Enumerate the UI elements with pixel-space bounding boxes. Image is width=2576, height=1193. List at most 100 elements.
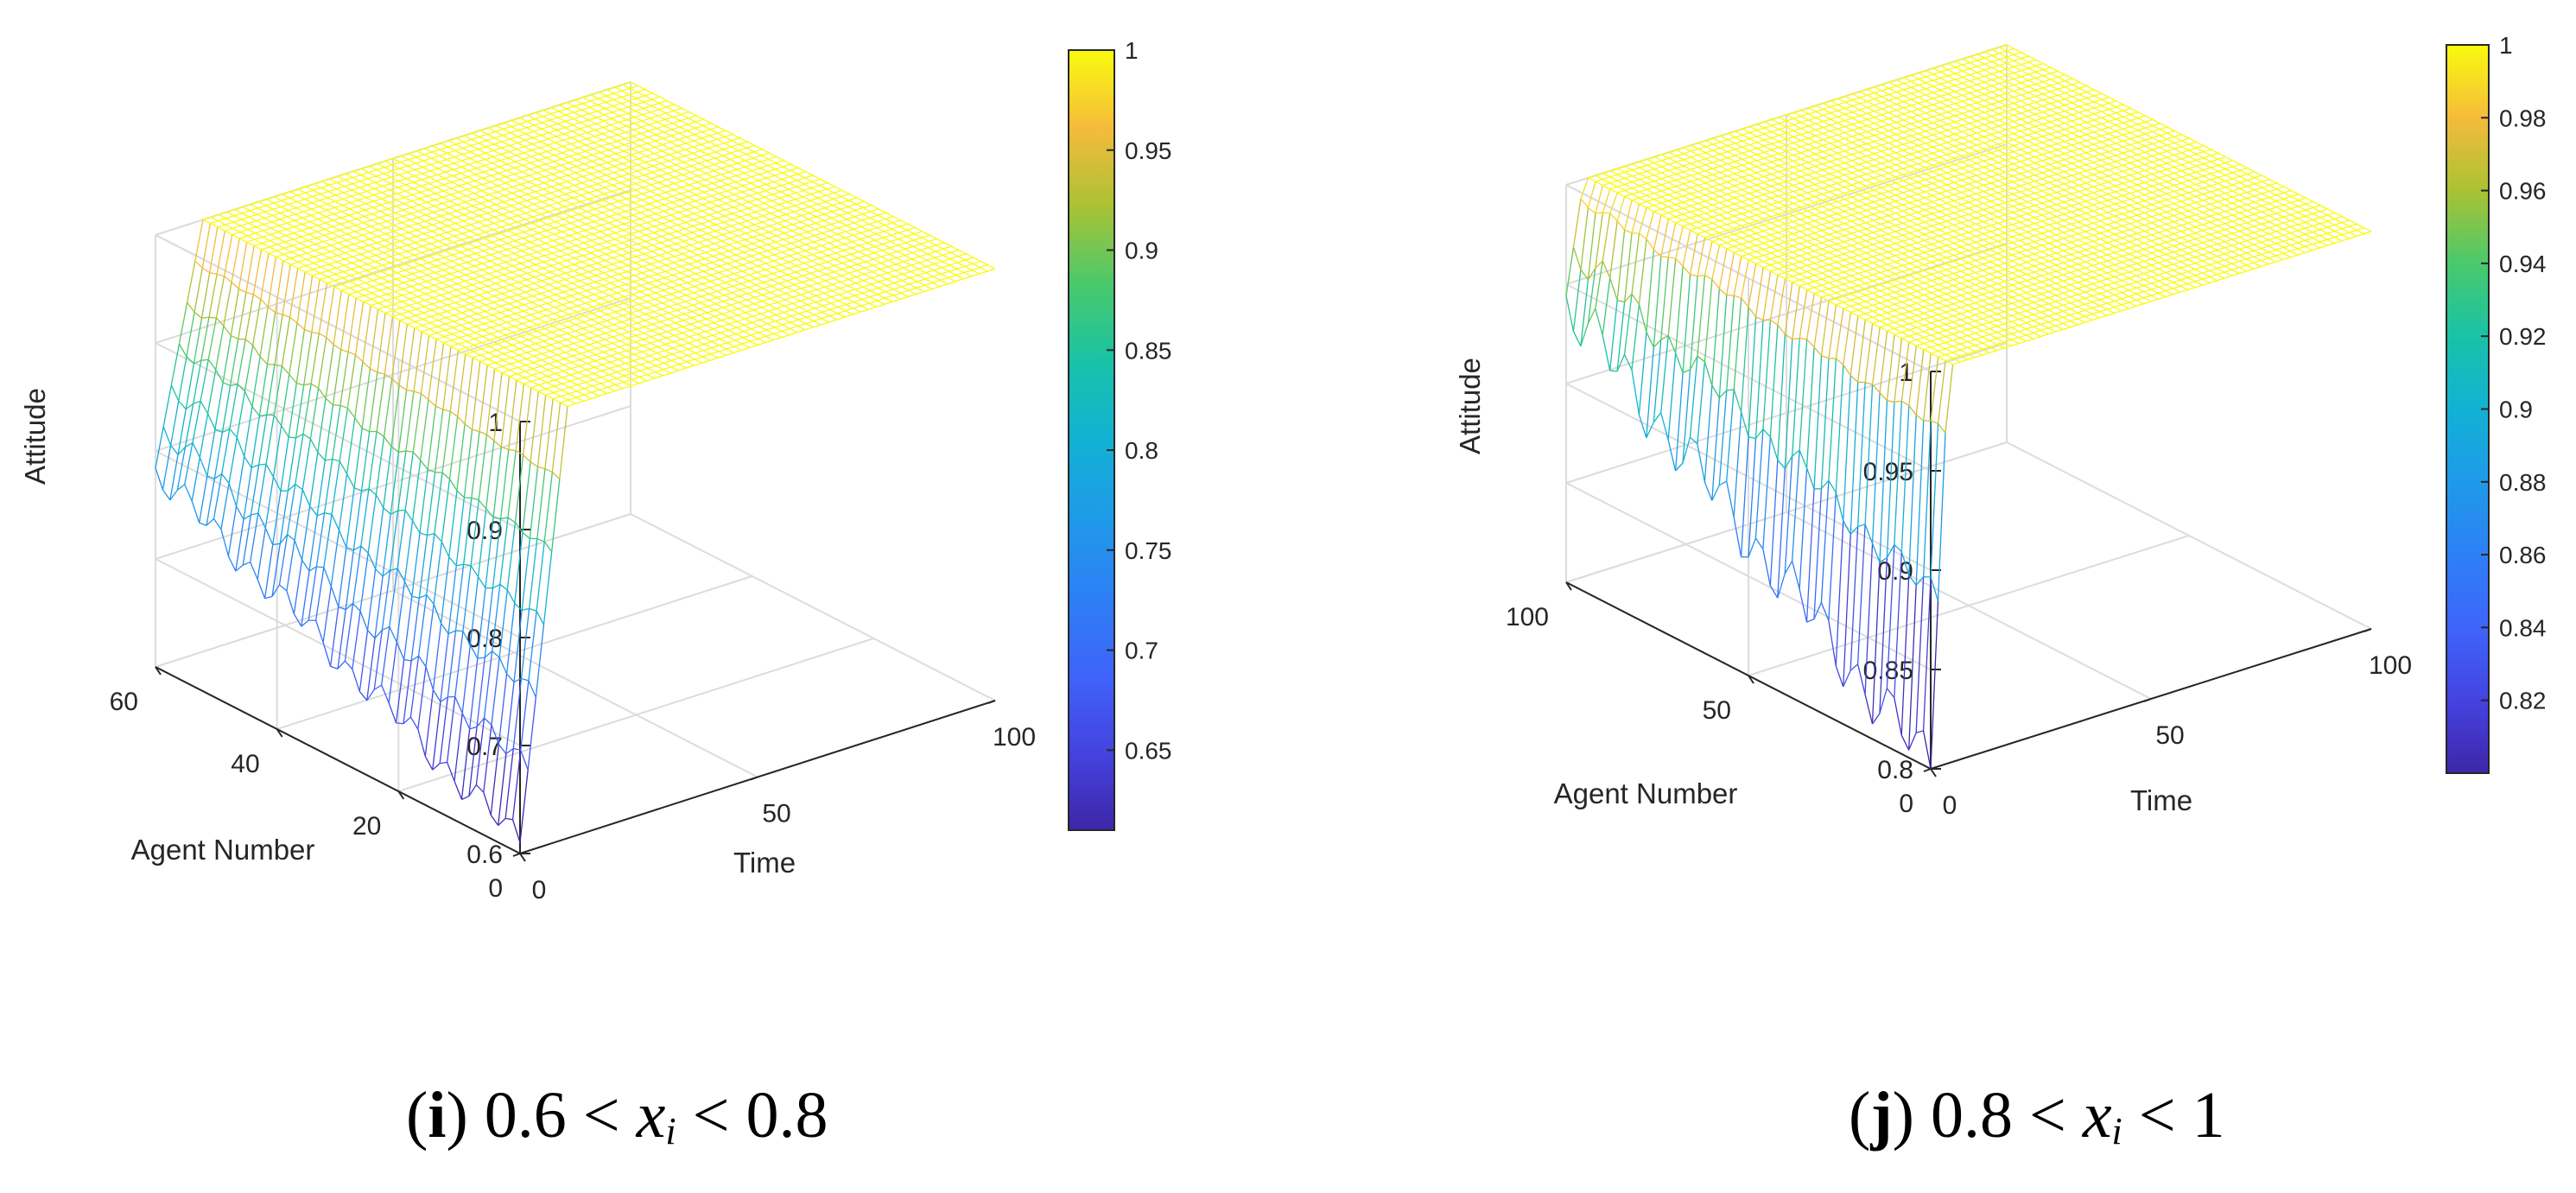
surface-mesh-line (687, 200, 696, 205)
surface-mesh-line (556, 202, 565, 207)
surface-mesh-line (784, 302, 793, 307)
surface-mesh-line (578, 292, 587, 298)
surface-mesh-line (790, 240, 799, 244)
surface-mesh-line (615, 232, 624, 238)
surface-mesh-line (568, 166, 577, 170)
surface-mesh-line (743, 255, 752, 259)
surface-mesh-line (636, 95, 645, 99)
surface-mesh-line (712, 332, 721, 336)
surface-mesh-line (466, 344, 474, 349)
surface-mesh-line (443, 336, 452, 341)
surface-mesh-line (466, 180, 476, 184)
surface-mesh-line (822, 308, 831, 313)
surface-mesh-line (294, 489, 303, 541)
surface-mesh-line (406, 171, 415, 177)
surface-mesh-line (624, 372, 632, 377)
surface-mesh-line (639, 373, 648, 378)
surface-mesh-line (824, 205, 834, 209)
surface-mesh-line (664, 270, 673, 276)
surface-mesh-line (616, 369, 625, 373)
surface-mesh-line (642, 111, 651, 116)
surface-mesh-line (192, 401, 201, 443)
surface-mesh-line (352, 253, 361, 257)
surface-mesh-line (579, 359, 587, 365)
surface-mesh-line (580, 352, 588, 359)
surface-mesh-line (800, 297, 809, 302)
surface-mesh-line (458, 346, 466, 352)
surface-mesh-line (430, 161, 440, 166)
surface-mesh-line (602, 130, 611, 135)
surface-mesh-line (536, 175, 545, 181)
surface-mesh-line (503, 353, 511, 359)
surface-mesh-line (551, 177, 561, 181)
surface-mesh-line (396, 276, 405, 280)
surface-mesh-line (625, 353, 635, 358)
surface-mesh-line (500, 517, 509, 520)
surface-mesh-line (621, 93, 630, 98)
surface-mesh-line (591, 316, 600, 320)
surface-mesh-line (520, 181, 530, 185)
surface-mesh-line (552, 325, 561, 331)
surface-mesh-line (590, 98, 599, 102)
surface-mesh-line (431, 151, 440, 156)
surface-mesh-line (487, 285, 496, 291)
surface-mesh-line (532, 134, 542, 139)
surface-mesh-line (452, 172, 461, 177)
surface-mesh-line (494, 216, 503, 222)
surface-mesh-line (516, 300, 524, 306)
surface-mesh-line (522, 162, 531, 167)
surface-mesh-line (318, 212, 327, 218)
surface-mesh-line (752, 161, 761, 165)
surface-mesh-line (448, 285, 457, 291)
surface-mesh-line (434, 472, 443, 534)
surface-mesh-line (206, 413, 216, 430)
surface-mesh-line (460, 179, 468, 184)
surface-mesh-line (367, 257, 376, 263)
surface-mesh-line (608, 147, 617, 151)
surface-mesh-line (421, 182, 429, 187)
surface-mesh-line (447, 630, 456, 635)
surface-mesh-line (705, 324, 714, 330)
surface-mesh-line (593, 139, 602, 143)
surface-mesh-line (708, 218, 717, 222)
surface-mesh-line (579, 211, 587, 215)
surface-mesh-line (385, 226, 394, 232)
surface-mesh-line (638, 149, 647, 153)
surface-mesh-line (604, 266, 612, 271)
surface-mesh-line (432, 689, 441, 702)
surface-mesh-line (710, 351, 720, 355)
surface-mesh-line (332, 405, 341, 460)
surface-mesh-line (774, 327, 783, 332)
surface-mesh-line (686, 361, 695, 366)
surface-mesh-line (455, 141, 464, 145)
surface-mesh-line (405, 390, 415, 452)
surface-mesh-line (949, 268, 957, 272)
surface-mesh-line (555, 300, 563, 306)
surface-mesh-line (556, 278, 566, 283)
surface-mesh-line (295, 217, 303, 221)
surface-mesh-line (338, 530, 347, 548)
surface-mesh-line (777, 286, 787, 291)
surface-mesh-line (295, 219, 303, 225)
surface-mesh-line (458, 195, 466, 200)
surface-mesh-line (561, 316, 569, 322)
surface-mesh-line (479, 288, 488, 294)
surface-mesh-line (607, 232, 616, 237)
surface-mesh-line (518, 275, 527, 281)
surface-mesh-line (467, 255, 476, 261)
surface-mesh-line (751, 326, 760, 330)
surface-mesh-line (466, 259, 475, 263)
surface-mesh-line (412, 393, 422, 453)
surface-mesh-line (405, 254, 415, 258)
surface-mesh-line (685, 298, 694, 302)
surface-mesh-line (392, 309, 401, 315)
surface-mesh-line (541, 359, 549, 365)
surface-mesh-line (475, 246, 484, 252)
surface-mesh-line (509, 224, 517, 229)
surface-mesh-line (415, 162, 423, 168)
surface-mesh-line (605, 178, 614, 182)
surface-mesh-line (447, 304, 455, 310)
surface-mesh-line (348, 218, 357, 223)
surface-mesh-line (678, 361, 688, 365)
surface-mesh-line (339, 460, 348, 474)
